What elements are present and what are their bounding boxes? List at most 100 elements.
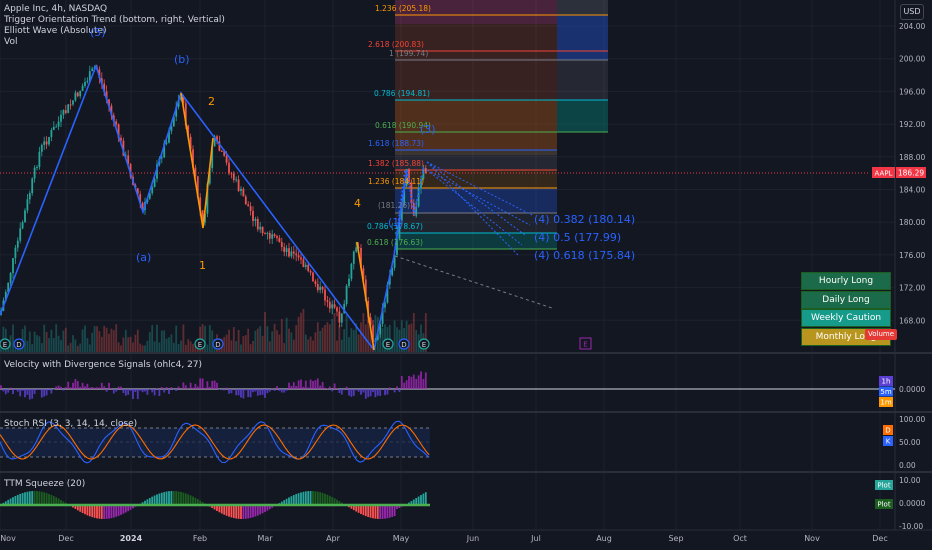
event-marker-label: D: [16, 341, 21, 349]
candle-body: [148, 193, 151, 199]
event-marker-label: E: [198, 341, 202, 349]
fib-level-label: 1 (199.74): [389, 49, 429, 58]
event-marker-label: D: [401, 341, 406, 349]
candle-body: [12, 258, 14, 273]
velocity-bar: [340, 389, 343, 395]
candle-body: [153, 178, 156, 188]
squeeze-bar: [420, 495, 422, 505]
squeeze-bar: [264, 505, 266, 512]
velocity-bar: [33, 389, 36, 394]
volume-bar: [88, 344, 91, 352]
price-axis[interactable]: 204.00 200.00 196.00 192.00 188.00 184.00 180.…: [894, 0, 925, 530]
velocity-bar: [280, 389, 283, 393]
volume-badge: Volume: [865, 329, 898, 340]
squeeze-bar: [194, 497, 197, 505]
velocity-title[interactable]: Velocity with Divergence Signals (ohlc4,…: [4, 360, 203, 370]
velocity-bar: [360, 389, 362, 395]
velocity-bar: [324, 387, 326, 389]
indicator-elliott-wave[interactable]: Elliott Wave (Absolute): [4, 26, 107, 36]
squeeze-bar: [292, 495, 295, 505]
velocity-bar: [12, 389, 14, 395]
velocity-bar: [141, 389, 144, 393]
velocity-bar: [52, 389, 55, 390]
volume-bar: [76, 345, 79, 352]
velocity-bar: [393, 389, 396, 393]
volume-bar: [369, 326, 372, 352]
velocity-bar: [362, 389, 365, 393]
future-earnings-marker[interactable]: [579, 337, 592, 350]
volume-bar: [194, 345, 197, 352]
velocity-bar: [369, 389, 372, 397]
currency-button[interactable]: USD: [900, 4, 924, 20]
candle-body: [343, 303, 346, 314]
ttm-squeeze-title[interactable]: TTM Squeeze (20): [4, 479, 86, 489]
velocity-bar: [295, 385, 298, 389]
ttm-squeeze-pane[interactable]: 10.00 0.0000 -10.00 Plot Plot: [0, 476, 925, 531]
velocity-bar: [62, 389, 65, 391]
stoch-rsi-title[interactable]: Stoch RSI (3, 3, 14, 14, close): [4, 419, 138, 429]
squeeze-bar: [153, 495, 156, 505]
squeeze-bar: [81, 505, 84, 514]
squeeze-bar: [225, 505, 228, 516]
time-tick: Aug: [596, 534, 612, 543]
volume-bar: [290, 332, 293, 352]
volume-bar: [50, 329, 53, 352]
candle-body: [81, 85, 84, 91]
stoch-rsi-pane[interactable]: 100.00 50.00 0.00 DK: [0, 415, 925, 470]
squeeze-bar: [31, 491, 34, 505]
velocity-bar: [177, 386, 180, 389]
volume-bar: [172, 342, 175, 352]
velocity-bar: [134, 389, 137, 393]
dividend-marker[interactable]: [398, 338, 410, 350]
velocity-bar: [276, 385, 278, 389]
velocity-bar: [168, 389, 170, 395]
velocity-bar: [290, 385, 293, 389]
fib-level-label: 2.618 (200.83): [368, 40, 424, 49]
candle-body: [319, 286, 322, 291]
velocity-bar: [292, 382, 295, 389]
velocity-pane[interactable]: 0.0000 1h 5m 1m: [0, 371, 925, 407]
velocity-bar: [16, 389, 19, 392]
fib-level-label: 1.382 (185.88): [368, 159, 424, 168]
velocity-tag-label: 1h: [882, 378, 891, 386]
velocity-bar: [189, 382, 192, 389]
elliott-wave-lines: [0, 63, 425, 351]
dividend-marker[interactable]: [212, 338, 224, 350]
earnings-marker[interactable]: [194, 338, 206, 350]
candle-body: [91, 68, 94, 72]
volume-bar: [350, 328, 353, 352]
squeeze-bar: [189, 495, 192, 505]
candle-body: [254, 219, 257, 221]
squeeze-bar: [182, 492, 185, 505]
squeeze-bar: [175, 491, 178, 505]
candle-body: [398, 220, 401, 239]
squeeze-bar: [168, 491, 170, 505]
earnings-marker[interactable]: [0, 338, 11, 350]
velocity-bar: [321, 381, 324, 389]
velocity-bar: [328, 386, 331, 389]
indicator-volume[interactable]: Vol: [4, 37, 18, 47]
chart-legend[interactable]: Apple Inc, 4h, NASDAQ Trigger Orientatio…: [4, 4, 225, 48]
volume-bar: [357, 334, 360, 352]
candle-body: [350, 263, 353, 279]
volume-bar: [163, 330, 166, 352]
candle-body: [110, 105, 113, 116]
volume-bar: [374, 314, 377, 352]
squeeze-bar: [120, 505, 122, 515]
candle-body: [326, 300, 329, 302]
volume-bar: [60, 340, 62, 352]
dividend-marker[interactable]: [13, 338, 25, 350]
symbol-title[interactable]: Apple Inc, 4h, NASDAQ: [4, 4, 108, 14]
volume-bar: [148, 332, 151, 352]
projection-0618: (4) 0.618 (175.84): [534, 249, 636, 262]
earnings-marker[interactable]: [418, 338, 430, 350]
volume-bar: [247, 328, 250, 352]
squeeze-bar: [43, 492, 46, 505]
velocity-bar: [225, 387, 228, 389]
indicator-trigger-trend[interactable]: Trigger Orientation Trend (bottom, right…: [4, 15, 225, 25]
earnings-marker[interactable]: [382, 338, 394, 350]
velocity-bar: [40, 389, 43, 398]
volume-bar: [360, 322, 362, 352]
